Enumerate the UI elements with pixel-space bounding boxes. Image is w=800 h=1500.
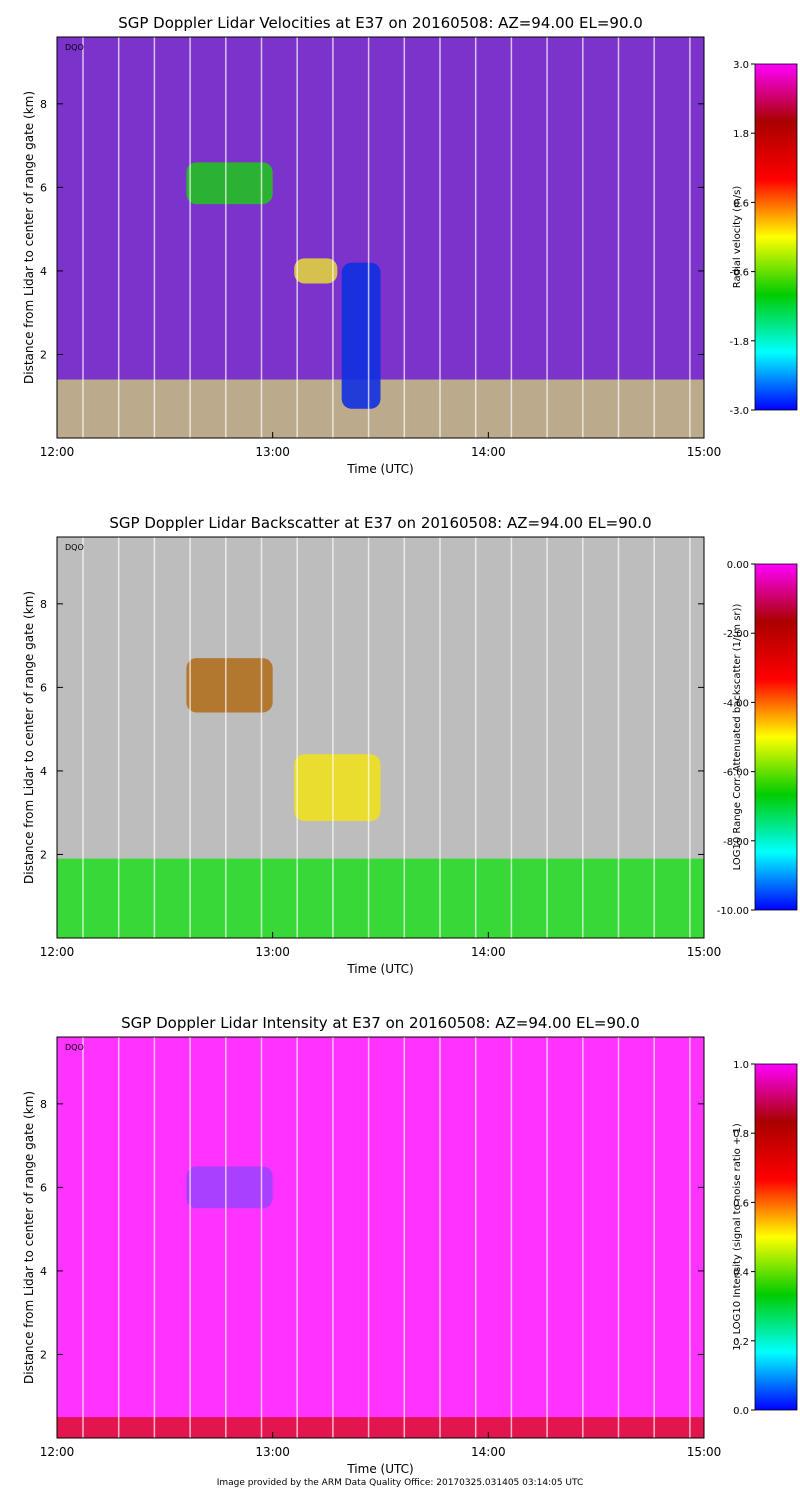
y-axis-label: Distance from Lidar to center of range g… bbox=[22, 1091, 36, 1384]
colorbar-tick-label: 0.6 bbox=[733, 198, 749, 209]
colorbar-label: Radial velocity (m/s) bbox=[732, 186, 743, 289]
colorbar bbox=[754, 63, 798, 411]
colorbar-label: LOG10 Range Corr. Attenuated backscatter… bbox=[732, 604, 743, 871]
data-feature bbox=[57, 858, 704, 938]
colorbar-tick-label: -0.6 bbox=[729, 268, 749, 279]
chart-panel-2: SGP Doppler Lidar Backscatter at E37 on … bbox=[22, 514, 798, 976]
data-feature bbox=[186, 162, 273, 205]
y-tick-label: 4 bbox=[40, 265, 47, 278]
data-feature bbox=[57, 1417, 704, 1438]
colorbar bbox=[754, 563, 798, 911]
x-tick-label: 12:00 bbox=[40, 445, 75, 459]
y-tick-label: 2 bbox=[40, 1348, 47, 1361]
x-tick-label: 15:00 bbox=[687, 945, 722, 959]
x-tick-label: 15:00 bbox=[687, 1445, 722, 1459]
chart-title: SGP Doppler Lidar Velocities at E37 on 2… bbox=[118, 14, 643, 32]
y-tick-label: 4 bbox=[40, 1265, 47, 1278]
x-tick-label: 14:00 bbox=[471, 1445, 506, 1459]
x-tick-label: 13:00 bbox=[255, 1445, 290, 1459]
y-tick-label: 2 bbox=[40, 348, 47, 361]
colorbar-tick-label: 1.0 bbox=[733, 1060, 749, 1071]
colorbar-tick-label: -2.00 bbox=[723, 629, 749, 640]
colorbar-tick-label: -1.8 bbox=[729, 337, 749, 348]
y-tick-label: 8 bbox=[40, 598, 47, 611]
x-tick-label: 12:00 bbox=[40, 1445, 75, 1459]
x-tick-label: 15:00 bbox=[687, 445, 722, 459]
x-tick-label: 14:00 bbox=[471, 445, 506, 459]
data-feature bbox=[186, 1166, 273, 1209]
colorbar-tick-label: 0.2 bbox=[733, 1337, 749, 1348]
data-feature bbox=[341, 262, 381, 409]
y-tick-label: 6 bbox=[40, 681, 47, 694]
x-tick-label: 13:00 bbox=[255, 945, 290, 959]
colorbar-label: 1 - LOG10 Intensity (signal to noise rat… bbox=[732, 1123, 743, 1351]
chart-title: SGP Doppler Lidar Intensity at E37 on 20… bbox=[121, 1014, 640, 1032]
y-tick-label: 4 bbox=[40, 765, 47, 778]
y-tick-label: 2 bbox=[40, 848, 47, 861]
y-tick-label: 6 bbox=[40, 1181, 47, 1194]
corner-label: DQO bbox=[65, 543, 84, 552]
data-feature bbox=[294, 754, 381, 822]
colorbar-tick-label: 0.8 bbox=[733, 1129, 749, 1140]
x-axis-label: Time (UTC) bbox=[346, 462, 413, 476]
y-tick-label: 8 bbox=[40, 98, 47, 111]
colorbar bbox=[754, 1063, 798, 1411]
colorbar-tick-label: -4.00 bbox=[723, 698, 749, 709]
x-tick-label: 14:00 bbox=[471, 945, 506, 959]
y-axis-label: Distance from Lidar to center of range g… bbox=[22, 591, 36, 884]
data-feature bbox=[294, 258, 338, 284]
colorbar-tick-label: -8.00 bbox=[723, 837, 749, 848]
plot-frame bbox=[56, 36, 705, 439]
corner-label: DQO bbox=[65, 1043, 84, 1052]
x-tick-label: 13:00 bbox=[255, 445, 290, 459]
colorbar-tick-label: -3.0 bbox=[729, 406, 749, 417]
chart-title: SGP Doppler Lidar Backscatter at E37 on … bbox=[109, 514, 651, 532]
colorbar-tick-label: -10.00 bbox=[717, 906, 749, 917]
plot-area bbox=[57, 1037, 704, 1438]
colorbar-tick-label: 0.6 bbox=[733, 1198, 749, 1209]
colorbar-tick-label: 0.0 bbox=[733, 1406, 749, 1417]
colorbar-tick-label: 0.00 bbox=[727, 560, 749, 571]
x-tick-label: 12:00 bbox=[40, 945, 75, 959]
colorbar-tick-label: 0.4 bbox=[733, 1268, 749, 1279]
plot-frame bbox=[56, 536, 705, 939]
chart-panel-3: SGP Doppler Lidar Intensity at E37 on 20… bbox=[22, 1014, 798, 1476]
corner-label: DQO bbox=[65, 43, 84, 52]
colorbar-tick-label: 3.0 bbox=[733, 60, 749, 71]
y-axis-label: Distance from Lidar to center of range g… bbox=[22, 91, 36, 384]
chart-panel-1: SGP Doppler Lidar Velocities at E37 on 2… bbox=[22, 14, 798, 476]
data-feature bbox=[186, 658, 273, 713]
y-tick-label: 8 bbox=[40, 1098, 47, 1111]
y-tick-label: 6 bbox=[40, 181, 47, 194]
image-credit: Image provided by the ARM Data Quality O… bbox=[216, 1478, 584, 1488]
colorbar-tick-label: 1.8 bbox=[733, 129, 749, 140]
x-axis-label: Time (UTC) bbox=[346, 962, 413, 976]
colorbar-tick-label: -6.00 bbox=[723, 768, 749, 779]
plot-frame bbox=[56, 1036, 705, 1439]
x-axis-label: Time (UTC) bbox=[346, 1462, 413, 1476]
